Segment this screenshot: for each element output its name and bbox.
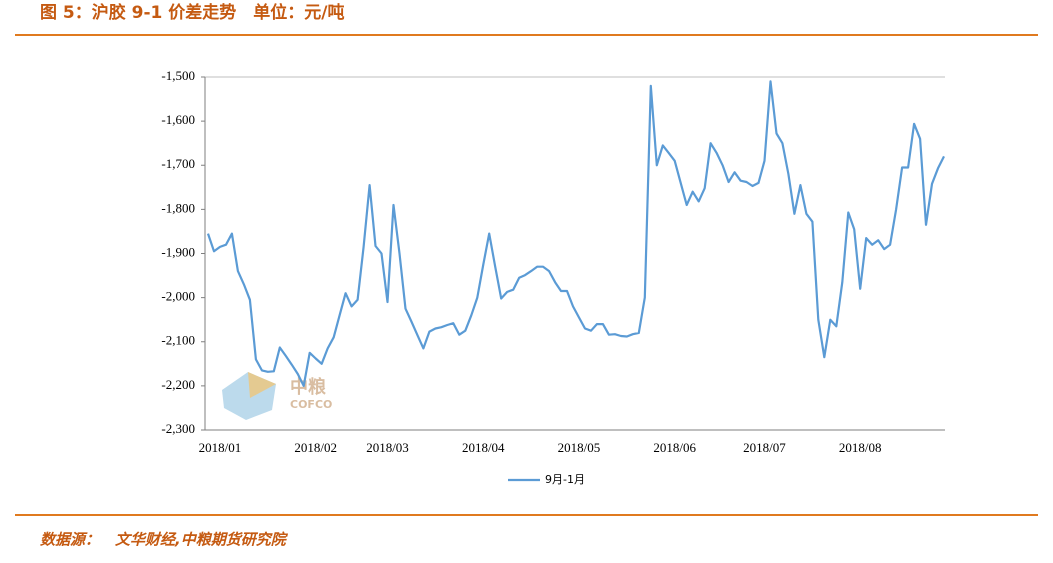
- y-tick-label: -2,300: [161, 421, 195, 436]
- y-tick-label: -2,000: [161, 289, 195, 304]
- series-line: [206, 80, 945, 387]
- watermark-brand: COFCO: [290, 398, 332, 411]
- watermark-logo: [248, 372, 276, 398]
- source: 数据源： 文华财经,中粮期货研究院: [40, 531, 289, 549]
- y-tick-label: -1,700: [161, 156, 195, 171]
- y-tick-label: -1,600: [161, 112, 195, 127]
- x-tick-label: 2018/08: [839, 440, 882, 455]
- y-tick-label: -1,800: [161, 200, 195, 215]
- x-tick-label: 2018/02: [294, 440, 337, 455]
- x-tick-label: 2018/05: [558, 440, 601, 455]
- x-tick-label: 2018/06: [653, 440, 696, 455]
- y-tick-label: -2,200: [161, 377, 195, 392]
- legend-label: 9月-1月: [545, 473, 585, 486]
- watermark-name: 中粮: [290, 376, 326, 398]
- y-tick-label: -1,900: [161, 244, 195, 259]
- x-tick-label: 2018/01: [199, 440, 242, 455]
- x-tick-label: 2018/03: [366, 440, 409, 455]
- page-title: 图 5：沪胶 9-1 价差走势 单位：元/吨: [40, 2, 345, 23]
- watermark: 中粮 COFCO: [222, 372, 332, 420]
- y-tick-label: -1,500: [161, 68, 195, 83]
- y-tick-label: -2,100: [161, 333, 195, 348]
- x-tick-label: 2018/04: [462, 440, 505, 455]
- x-tick-label: 2018/07: [743, 440, 786, 455]
